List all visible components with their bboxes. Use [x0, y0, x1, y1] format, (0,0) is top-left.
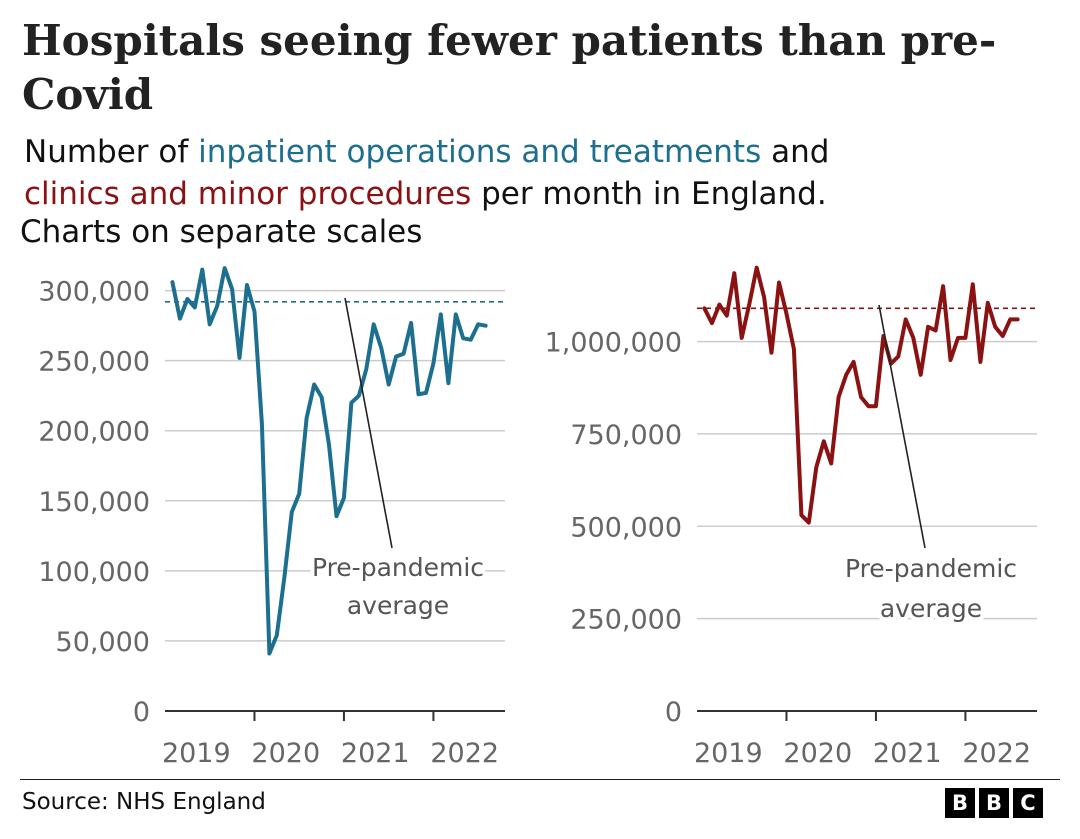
subtitle-middle: and: [761, 134, 830, 170]
inpatient-x-tick-label: 2022: [430, 738, 499, 769]
inpatient-y-tick-label: 0: [133, 697, 150, 728]
inpatient-series-line: [170, 266, 488, 656]
inpatient-y-tick-label: 300,000: [38, 277, 150, 308]
clinics-x-tick-label: 2021: [873, 738, 942, 769]
clinics-y-tick-label: 500,000: [570, 512, 682, 543]
clinics-y-tick-label: 250,000: [570, 605, 682, 636]
footer-divider: [20, 779, 1060, 780]
clinics-x-tick-label: 2019: [694, 738, 763, 769]
clinics-y-tick-label: 1,000,000: [545, 328, 682, 359]
inpatient-y-tick-label: 150,000: [38, 487, 150, 518]
clinics-series-line: [702, 265, 1020, 525]
inpatient-x-tick-label: 2019: [162, 738, 231, 769]
inpatient-annotation-halo: Pre-pandemic: [312, 553, 484, 582]
logo-block-1: B: [945, 788, 975, 818]
clinics-y-tick-label: 750,000: [570, 420, 682, 451]
clinics-y-tick-label: 0: [665, 697, 682, 728]
logo-block-2: B: [979, 788, 1009, 818]
inpatient-annotation-pointer: [344, 297, 393, 549]
clinics-x-tick-label: 2020: [783, 738, 852, 769]
inpatient-x-tick-label: 2021: [341, 738, 410, 769]
clinics-annotation-text: average: [880, 594, 982, 623]
clinics-annotation-text: Pre-pandemic: [845, 554, 1017, 583]
clinics-x-tick-label: 2022: [962, 738, 1031, 769]
legend-series-clinics: clinics and minor procedures: [24, 176, 472, 212]
subtitle-suffix: per month in England.: [471, 176, 827, 212]
inpatient-annotation-halo: average: [347, 591, 449, 620]
inpatient-y-tick-label: 50,000: [56, 627, 150, 658]
clinics-annotation-halo: Pre-pandemic: [845, 554, 1017, 583]
chart-subtitle: Number of inpatient operations and treat…: [24, 131, 1064, 215]
inpatient-annotation-text: Pre-pandemic: [312, 553, 484, 582]
clinics-annotation-pointer: [878, 304, 926, 549]
inpatient-x-tick-label: 2020: [251, 738, 320, 769]
inpatient-y-tick-label: 250,000: [38, 347, 150, 378]
chart-title: Hospitals seeing fewer patients than pre…: [22, 16, 997, 119]
source-note: Source: NHS England: [22, 789, 266, 815]
bbc-logo: B B C: [945, 788, 1043, 818]
inpatient-annotation-text: average: [347, 591, 449, 620]
legend-series-inpatient: inpatient operations and treatments: [198, 134, 762, 170]
inpatient-y-tick-label: 200,000: [38, 417, 150, 448]
clinics-annotation-halo: average: [880, 594, 982, 623]
subtitle-prefix: Number of: [24, 134, 199, 170]
logo-block-3: C: [1013, 788, 1043, 818]
scale-note: Charts on separate scales: [20, 214, 423, 250]
inpatient-y-tick-label: 100,000: [38, 557, 150, 588]
